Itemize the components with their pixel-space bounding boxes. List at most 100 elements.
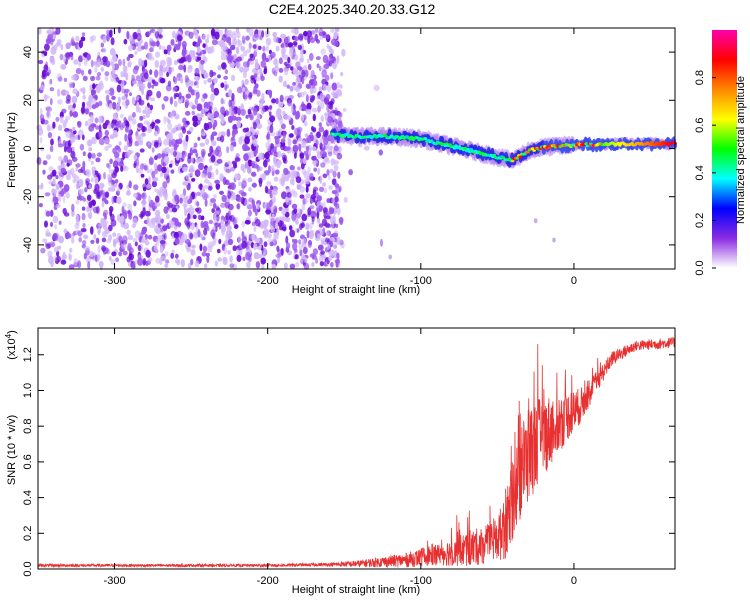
spectrogram-noise-cell bbox=[237, 38, 241, 45]
spectrogram-noise-cell bbox=[108, 122, 112, 130]
spectrogram-noise-cell bbox=[112, 51, 117, 56]
spectrogram-noise-cell bbox=[178, 65, 184, 71]
spectrogram-noise-cell bbox=[286, 84, 290, 89]
spectrogram-noise-cell bbox=[132, 264, 136, 270]
spectrogram-noise-cell bbox=[323, 136, 329, 146]
spectrogram-noise-cell bbox=[249, 114, 254, 121]
spectrogram-noise-cell bbox=[200, 59, 205, 65]
spectrogram-noise-cell bbox=[108, 102, 113, 110]
spectrogram-noise-cell bbox=[296, 215, 301, 219]
spectrogram-noise-cell bbox=[137, 122, 144, 128]
spectrogram-noise-cell bbox=[294, 254, 299, 260]
spectrogram-noise-cell bbox=[164, 263, 169, 268]
spectrogram-noise-cell bbox=[108, 87, 115, 96]
spectrogram-noise-cell bbox=[311, 254, 315, 260]
spectrogram-noise-cell bbox=[340, 71, 344, 77]
spectrogram-noise-cell bbox=[333, 164, 339, 172]
spectrogram-noise-cell bbox=[173, 86, 178, 91]
spectrogram-noise-cell bbox=[240, 108, 246, 116]
spectrogram-noise-cell bbox=[53, 196, 59, 203]
spectrogram-noise-cell bbox=[348, 169, 353, 176]
spectrogram-noise-cell bbox=[52, 233, 59, 241]
spectrogram-noise-cell bbox=[256, 165, 260, 172]
spectrogram-noise-cell bbox=[331, 249, 335, 258]
colorbar-ticks: 0.0 0.2 0.4 0.6 0.8 bbox=[694, 70, 716, 276]
spectrogram-noise-cell bbox=[329, 216, 336, 225]
spectrogram-noise-cell bbox=[175, 114, 180, 119]
spectrogram-noise-cell bbox=[90, 136, 97, 145]
spectrogram-noise-cell bbox=[101, 237, 107, 243]
spectrogram-noise-cell bbox=[289, 165, 295, 171]
spectrogram-noise-cell bbox=[208, 219, 213, 225]
spectrogram-noise-cell bbox=[37, 27, 42, 35]
spectrogram-noise-cell bbox=[94, 176, 99, 185]
spectrogram-noise-cell bbox=[294, 111, 300, 120]
spectrogram-noise-cell bbox=[131, 74, 135, 82]
spectrogram-noise-cell bbox=[162, 225, 168, 232]
spectrogram-noise-cell bbox=[95, 157, 101, 163]
spectrogram-noise-cell bbox=[163, 116, 167, 125]
spectrogram-noise-cell bbox=[214, 31, 220, 40]
spectrogram-noise-cell bbox=[253, 69, 259, 75]
spectrogram-noise-cell bbox=[242, 87, 246, 92]
spectrogram-noise-cell bbox=[136, 47, 143, 52]
spectrogram-noise-cell bbox=[275, 45, 280, 52]
spectrogram-noise-cell bbox=[144, 178, 149, 185]
spectrogram-noise-cell bbox=[190, 258, 194, 266]
spectrogram-noise-cell bbox=[305, 83, 310, 89]
spectrogram-noise-cell bbox=[49, 87, 55, 92]
spectrogram-noise-cell bbox=[305, 153, 310, 161]
spectrogram-noise-cell bbox=[159, 65, 163, 72]
spectrogram-noise-cell bbox=[296, 228, 300, 233]
spectrogram-noise-cell bbox=[129, 92, 132, 97]
spectrogram-noise-cell bbox=[380, 238, 383, 247]
spectrogram-noise-cell bbox=[337, 112, 343, 118]
spectrogram-noise-cell bbox=[307, 35, 311, 45]
spectrogram-noise-cell bbox=[236, 254, 242, 262]
spectrogram-noise-cell bbox=[45, 37, 52, 45]
spectrogram-noise-cell bbox=[168, 66, 172, 74]
spectrogram-noise-cell bbox=[98, 138, 105, 146]
spectrogram-noise-cell bbox=[251, 233, 255, 242]
spectrogram-noise-cell bbox=[186, 246, 190, 253]
spectrogram-noise-cell bbox=[62, 207, 67, 215]
spectrogram-noise-cell bbox=[189, 195, 193, 204]
spectrogram-noise-cell bbox=[175, 154, 180, 161]
spectrogram-noise-cell bbox=[97, 227, 101, 235]
spectrogram-noise-cell bbox=[265, 141, 271, 150]
spectrogram-noise-cell bbox=[97, 245, 101, 254]
spectrogram-noise-cell bbox=[171, 207, 178, 213]
spectrogram-noise-cell bbox=[292, 144, 299, 153]
spectrogram-noise-cell bbox=[326, 198, 330, 203]
spectrogram-noise-cell bbox=[89, 114, 94, 123]
spectrogram-noise-cell bbox=[102, 47, 107, 53]
spectrogram-noise-cell bbox=[121, 95, 127, 101]
spectrogram-noise-cell bbox=[230, 74, 236, 82]
spectrogram-noise-cell bbox=[312, 159, 318, 165]
spectrogram-noise-cell bbox=[246, 261, 251, 269]
spectrogram-noise-cell bbox=[201, 251, 207, 257]
spectrogram-noise-cell bbox=[81, 206, 86, 211]
spectrogram-noise-cell bbox=[299, 209, 303, 215]
spectrogram-noise-cell bbox=[260, 75, 265, 82]
spectrogram-noise-cell bbox=[163, 49, 168, 55]
spectrogram-noise-cell bbox=[248, 187, 252, 192]
snr-x-tick-label: -300 bbox=[104, 575, 126, 587]
spectrogram-noise-cell bbox=[146, 217, 151, 227]
spectrogram-noise-cell bbox=[38, 59, 44, 65]
spectrogram-noise-cell bbox=[189, 232, 194, 240]
spectrogram-noise-cell bbox=[178, 132, 184, 140]
spectrogram-noise-cell bbox=[58, 235, 65, 244]
spectrogram-x-label: Height of straight line (km) bbox=[292, 284, 420, 296]
spectrogram-noise-cell bbox=[161, 166, 167, 174]
spectrogram-noise-cell bbox=[199, 243, 203, 252]
spectrogram-noise-cell bbox=[266, 202, 272, 210]
spectrogram-noise-cell bbox=[44, 43, 50, 51]
spectrogram-noise-cell bbox=[310, 135, 314, 142]
spectrogram-noise-cell bbox=[307, 63, 312, 71]
spectrogram-noise-cell bbox=[133, 192, 138, 198]
spectrogram-noise-cell bbox=[154, 51, 161, 58]
spectrogram-noise-cell bbox=[95, 206, 100, 214]
spectrogram-noise-cell bbox=[244, 161, 249, 170]
spectrogram-noise-cell bbox=[209, 145, 214, 154]
